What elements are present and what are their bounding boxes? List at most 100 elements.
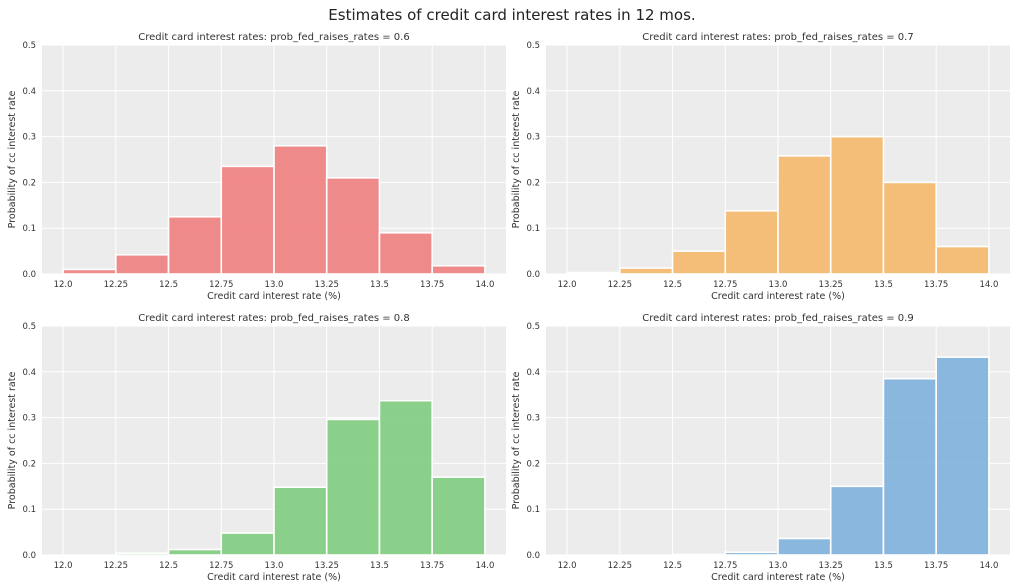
y-tick-label: 0.0 xyxy=(22,270,36,280)
y-axis-label: Probability of cc interest rate xyxy=(7,372,18,510)
x-tick-label: 13.0 xyxy=(769,280,788,290)
x-tick-label: 12.75 xyxy=(209,561,233,571)
histogram-bar xyxy=(167,548,223,556)
histogram-bar xyxy=(62,268,117,275)
x-tick-label: 12.0 xyxy=(54,280,73,290)
subplot-4: 12.0 12.25 12.5 12.75 13.0 13.25 13.5 13.75 14.0… xyxy=(511,313,1010,583)
subplot-title: Credit card interest rates: prob_fed_rai… xyxy=(138,313,409,324)
x-tick-label: 13.5 xyxy=(370,561,389,571)
x-tick-label: 12.75 xyxy=(713,280,737,290)
y-tick-label: 0.2 xyxy=(526,459,540,469)
x-tick-label: 12.5 xyxy=(663,561,682,571)
x-tick-label: 12.25 xyxy=(104,280,128,290)
histogram-bar xyxy=(882,181,937,275)
histogram-bar xyxy=(724,551,779,556)
histogram-bar xyxy=(777,537,832,556)
subplot-2: 12.0 12.25 12.5 12.75 13.0 13.25 13.5 13.75 14.0… xyxy=(511,32,1010,302)
y-tick-label: 0.1 xyxy=(526,224,540,234)
subplot-title: Credit card interest rates: prob_fed_rai… xyxy=(642,313,913,324)
y-tick-label: 0.1 xyxy=(22,505,36,515)
histogram-bar xyxy=(273,144,328,275)
histogram-bar xyxy=(325,418,381,556)
histogram-bar xyxy=(671,250,727,275)
x-tick-label: 13.0 xyxy=(265,561,284,571)
histogram-bar xyxy=(882,377,937,556)
y-axis-label: Probability of cc interest rate xyxy=(511,91,522,229)
y-tick-label: 0.2 xyxy=(22,178,36,188)
x-tick-label: 13.75 xyxy=(924,280,948,290)
histogram-bar xyxy=(935,356,990,556)
y-tick-label: 0.5 xyxy=(22,322,36,332)
y-tick-label: 0.5 xyxy=(526,41,540,51)
x-tick-label: 12.0 xyxy=(54,561,73,571)
x-tick-label: 13.0 xyxy=(265,280,284,290)
x-tick-label: 12.5 xyxy=(159,280,178,290)
x-tick-label: 13.25 xyxy=(819,280,843,290)
y-axis-label: Probability of cc interest rate xyxy=(7,91,18,229)
y-tick-label: 0.3 xyxy=(526,414,540,424)
y-tick-label: 0.4 xyxy=(526,368,540,378)
y-tick-label: 0.1 xyxy=(526,505,540,515)
x-tick-label: 14.0 xyxy=(979,561,998,571)
x-tick-label: 12.0 xyxy=(558,280,577,290)
y-tick-label: 0.2 xyxy=(526,178,540,188)
histogram-bar xyxy=(566,271,621,275)
x-tick-label: 13.5 xyxy=(370,280,389,290)
histogram-bar xyxy=(378,399,433,556)
y-tick-label: 0.5 xyxy=(22,41,36,51)
subplot-title: Credit card interest rates: prob_fed_rai… xyxy=(642,32,913,43)
histogram-bar xyxy=(273,486,328,556)
x-tick-label: 14.0 xyxy=(475,280,494,290)
subplot-3: 12.0 12.25 12.5 12.75 13.0 13.25 13.5 13.75 14.0… xyxy=(7,313,506,583)
x-axis-label: Credit card interest rate (%) xyxy=(711,572,845,583)
y-tick-label: 0.3 xyxy=(526,133,540,143)
y-tick-label: 0.1 xyxy=(22,224,36,234)
x-tick-label: 14.0 xyxy=(475,561,494,571)
histogram-bar xyxy=(431,476,486,556)
x-tick-label: 13.25 xyxy=(315,561,339,571)
x-tick-label: 12.5 xyxy=(663,280,682,290)
y-tick-label: 0.2 xyxy=(22,459,36,469)
histogram-bar xyxy=(431,264,486,275)
y-tick-label: 0.0 xyxy=(526,270,540,280)
histogram-bar xyxy=(935,245,990,275)
x-tick-label: 13.0 xyxy=(769,561,788,571)
histogram-bar xyxy=(220,165,275,275)
histogram-bar xyxy=(378,231,433,275)
y-tick-label: 0.3 xyxy=(22,414,36,424)
histogram-bar xyxy=(619,267,674,275)
x-tick-label: 14.0 xyxy=(979,280,998,290)
x-tick-label: 12.25 xyxy=(608,280,632,290)
x-tick-label: 13.5 xyxy=(874,280,893,290)
histogram-bar xyxy=(115,552,170,556)
histogram-bar xyxy=(220,532,275,556)
y-tick-label: 0.4 xyxy=(526,87,540,97)
y-tick-label: 0.0 xyxy=(526,551,540,561)
x-tick-label: 12.25 xyxy=(104,561,128,571)
y-axis-label: Probability of cc interest rate xyxy=(511,372,522,510)
x-tick-label: 13.25 xyxy=(819,561,843,571)
y-tick-label: 0.4 xyxy=(22,368,36,378)
x-tick-label: 12.75 xyxy=(209,280,233,290)
histogram-bar xyxy=(115,253,170,275)
x-tick-label: 13.75 xyxy=(420,280,444,290)
x-tick-label: 12.5 xyxy=(159,561,178,571)
x-axis-label: Credit card interest rate (%) xyxy=(711,291,845,302)
subplot-title: Credit card interest rates: prob_fed_rai… xyxy=(138,32,409,43)
y-tick-label: 0.3 xyxy=(22,133,36,143)
figure-title: Estimates of credit card interest rates … xyxy=(328,6,696,24)
y-tick-label: 0.5 xyxy=(526,322,540,332)
y-tick-label: 0.4 xyxy=(22,87,36,97)
y-tick-label: 0.0 xyxy=(22,551,36,561)
histogram-bar xyxy=(777,155,832,275)
x-tick-label: 13.5 xyxy=(874,561,893,571)
histogram-bar xyxy=(724,209,779,275)
x-tick-label: 13.25 xyxy=(315,280,339,290)
x-axis-label: Credit card interest rate (%) xyxy=(207,572,341,583)
histogram-bar xyxy=(167,215,223,275)
histogram-bar xyxy=(829,485,885,556)
x-tick-label: 13.75 xyxy=(420,561,444,571)
histogram-bar xyxy=(829,135,885,275)
x-tick-label: 12.25 xyxy=(608,561,632,571)
